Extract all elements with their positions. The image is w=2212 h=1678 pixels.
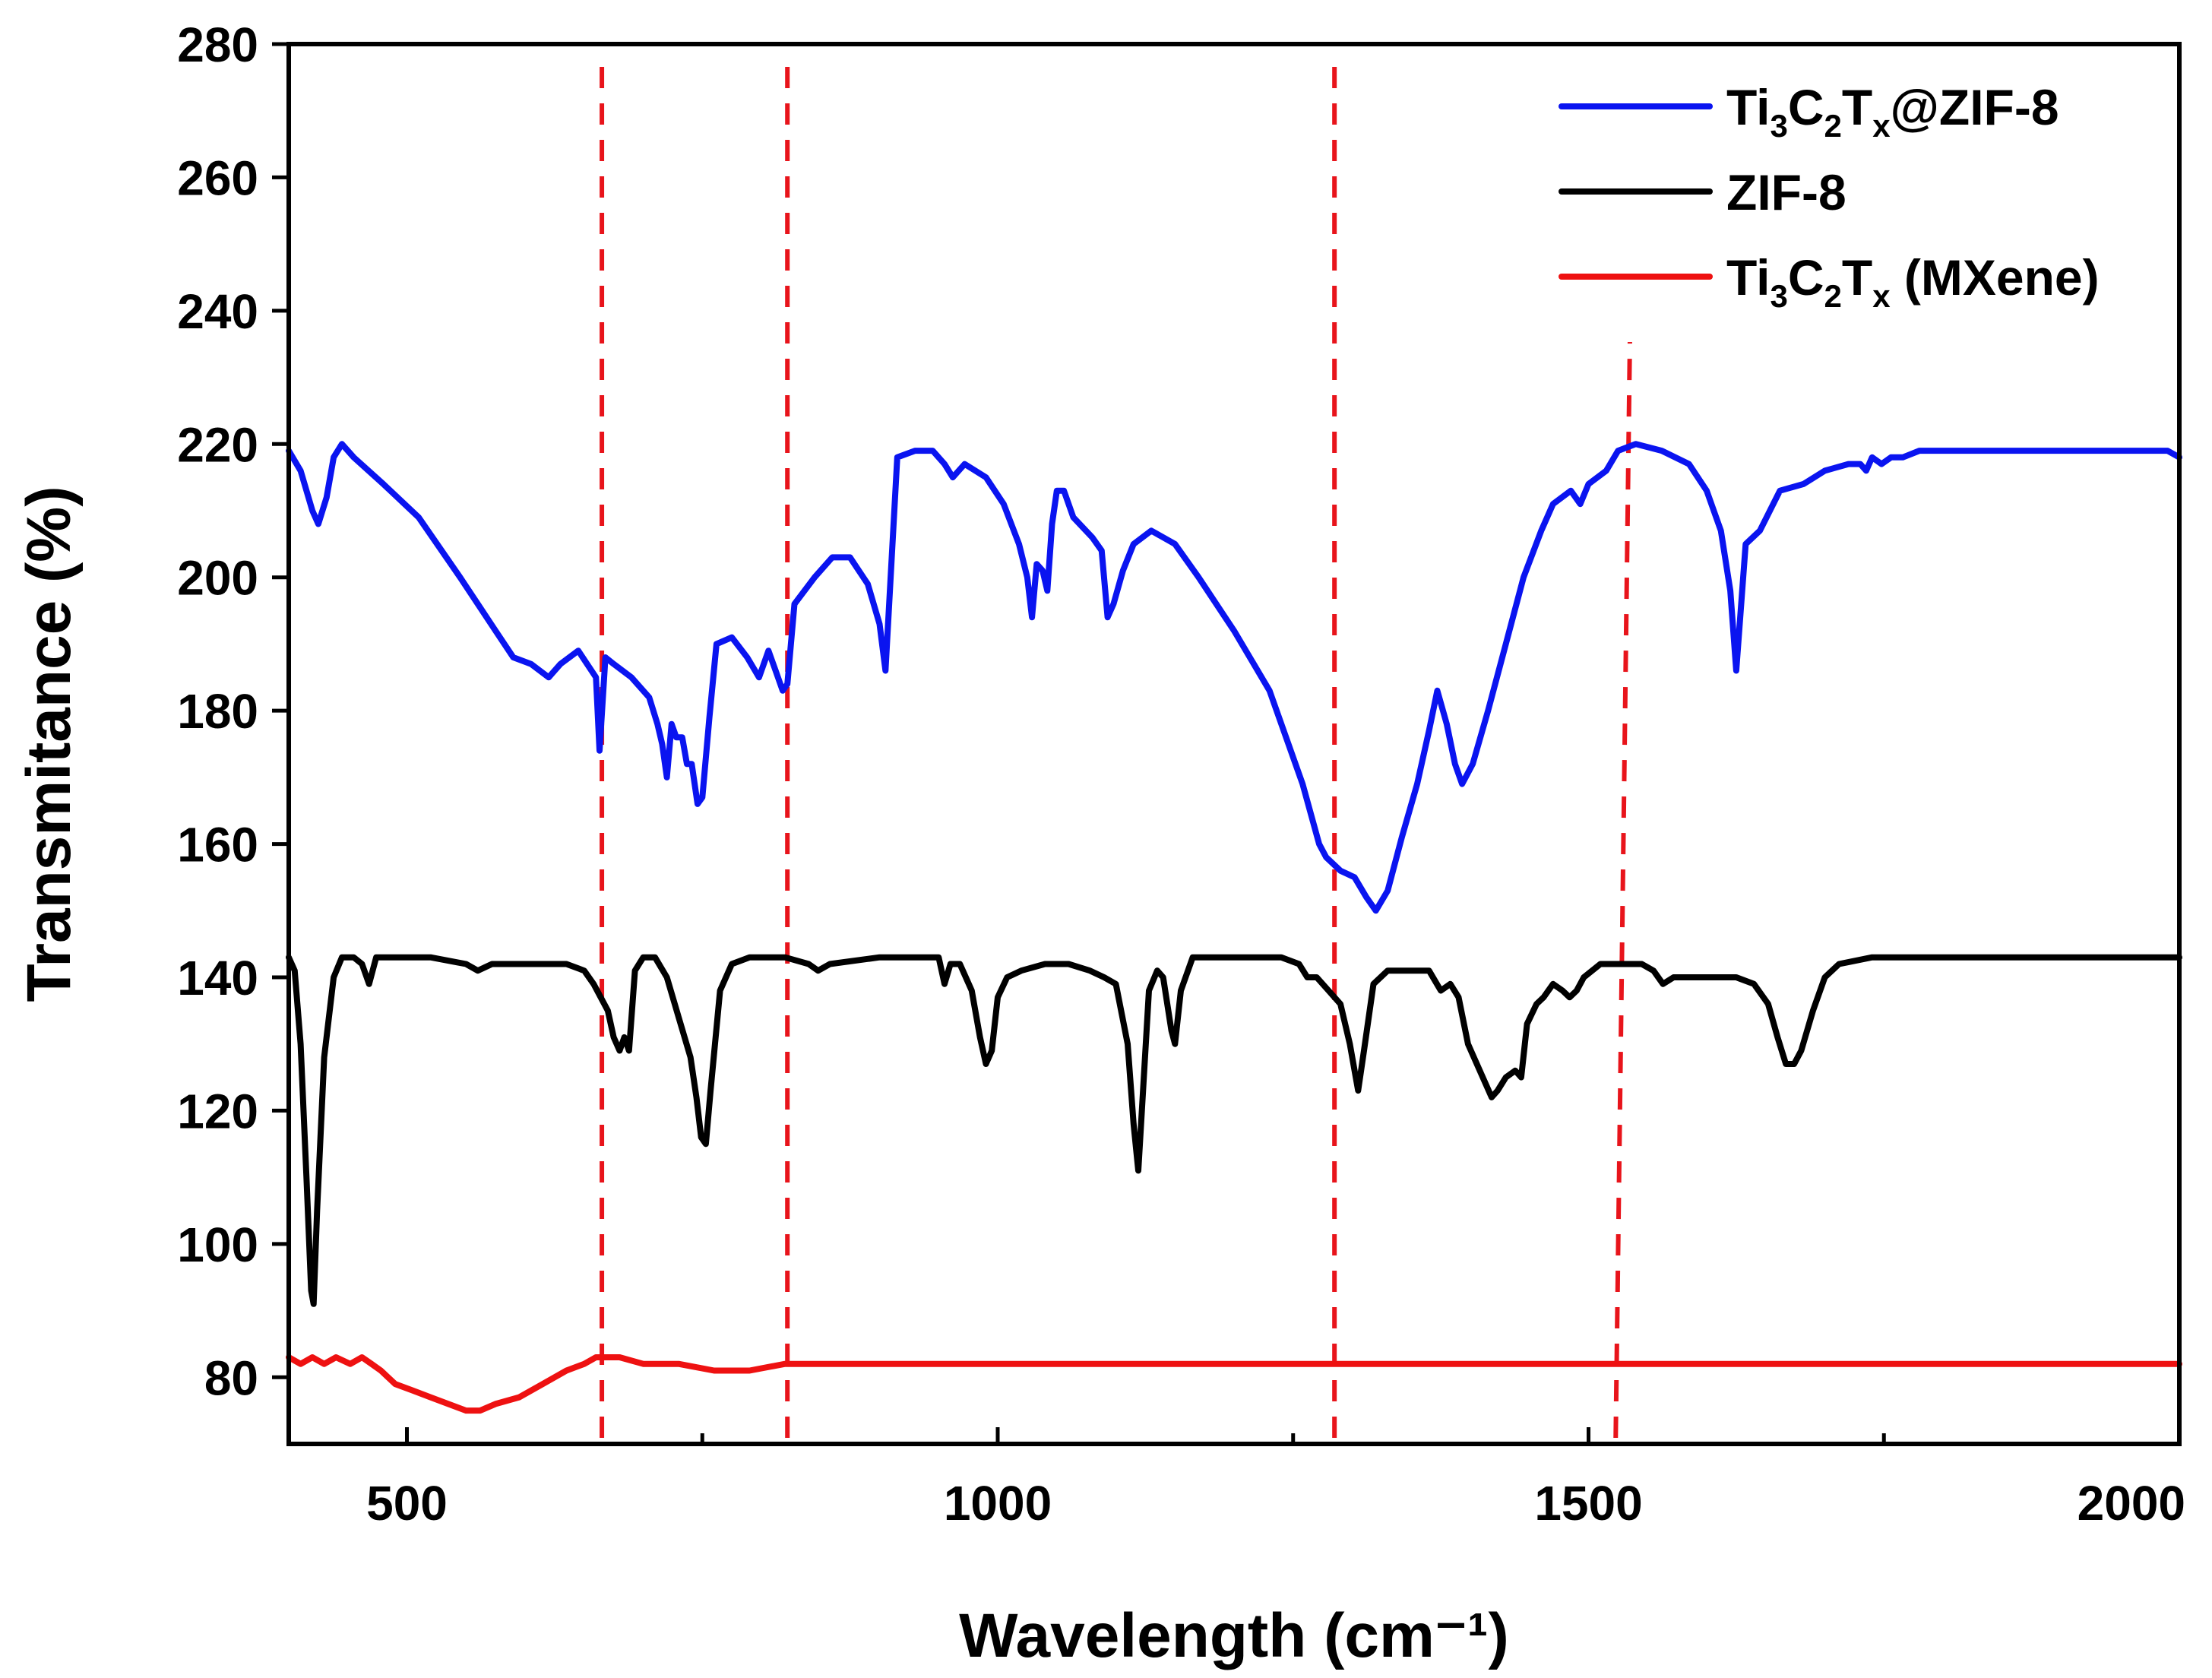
x-tick-label: 1000: [944, 1476, 1052, 1531]
reference-lines: [600, 59, 1632, 1439]
series-line-1: [286, 441, 2182, 914]
reference-line-4: [1613, 341, 1632, 1439]
y-tick-label: 240: [177, 284, 258, 339]
y-tick-label: 80: [204, 1350, 258, 1405]
y-tick-label: 160: [177, 818, 258, 872]
legend-label-3: Ti3C2Tx (MXene): [1726, 249, 2100, 314]
legend: Ti3C2Tx@ZIF-8 ZIF-8 Ti3C2Tx (MXene): [1559, 79, 2100, 314]
y-tick-label: 260: [177, 150, 258, 205]
y-axis: 80 100 120 140 160 180 200 220 240 260 280: [177, 17, 289, 1405]
y-tick-label: 280: [177, 17, 258, 72]
y-axis-title: Transmitance (%): [14, 486, 84, 1002]
legend-label-2: ZIF-8: [1726, 164, 1846, 220]
y-tick-label: 120: [177, 1084, 258, 1138]
legend-label-1: Ti3C2Tx@ZIF-8: [1726, 79, 2059, 144]
x-axis: 500 1000 1500 2000: [366, 1427, 2185, 1531]
y-tick-label: 220: [177, 417, 258, 472]
x-tick-label: 500: [366, 1476, 448, 1531]
series-line-3: [286, 1354, 2182, 1414]
y-tick-label: 140: [177, 951, 258, 1005]
y-tick-label: 200: [177, 551, 258, 606]
series-layer: [286, 441, 2182, 1414]
series-line-2: [286, 954, 2182, 1307]
x-tick-label: 1500: [1534, 1476, 1642, 1531]
plot-frame: [286, 42, 2182, 1446]
y-tick-label: 180: [177, 684, 258, 739]
x-tick-label: 2000: [2078, 1476, 2185, 1531]
y-tick-label: 100: [177, 1217, 258, 1272]
x-axis-title: Wavelength (cm⁻¹): [959, 1601, 1509, 1670]
